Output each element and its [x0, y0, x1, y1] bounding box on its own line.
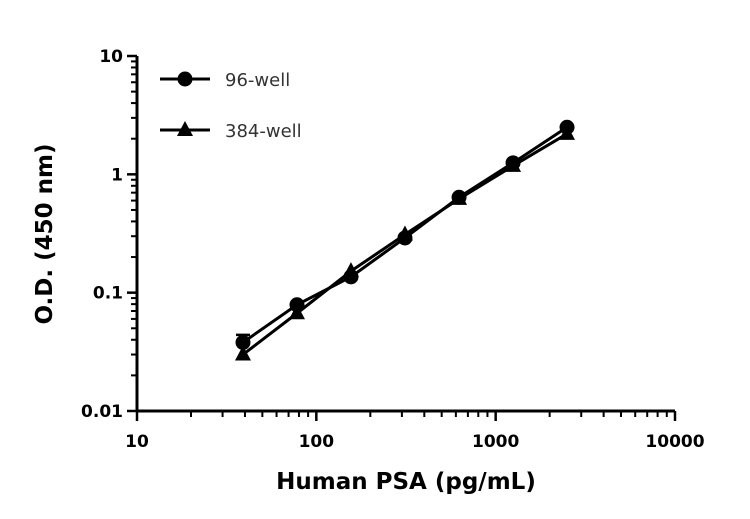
y-axis-label: O.D. (450 nm): [32, 143, 58, 324]
y-tick-label: 1: [111, 165, 123, 185]
x-axis-label: Human PSA (pg/mL): [276, 469, 536, 495]
legend-marker: [177, 121, 193, 136]
data-point-384-well: [559, 124, 576, 140]
x-tick-label: 10: [125, 432, 149, 452]
data-point-384-well: [396, 225, 413, 241]
y-tick-label: 0.01: [81, 402, 123, 422]
y-tick-label: 10: [99, 47, 123, 67]
data-point-96-well: [235, 334, 251, 350]
legend: 96-well 384-well: [160, 70, 302, 142]
data-point-384-well: [342, 262, 359, 278]
legend-marker: [177, 71, 193, 87]
y-tick-label: 0.1: [93, 284, 123, 304]
legend-label: 96-well: [225, 70, 290, 91]
data-point-384-well: [451, 189, 468, 205]
x-tick-label: 100: [299, 432, 335, 452]
legend-label: 384-well: [225, 121, 302, 142]
series-layer: [234, 119, 576, 361]
axes: 10 100 1000 10000 0.01 0.1 1 10: [81, 47, 705, 452]
x-tick-label: 10000: [645, 432, 704, 452]
data-point-384-well: [505, 156, 522, 172]
data-point-384-well: [288, 304, 305, 320]
data-point-384-well: [234, 345, 251, 361]
x-tick-label: 1000: [472, 432, 519, 452]
